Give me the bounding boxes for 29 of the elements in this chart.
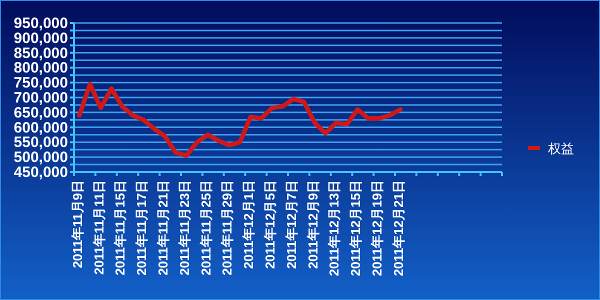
y-tick-label: 600,000 [14,119,68,136]
x-tick-label: 2011年12月19日 [369,180,384,276]
x-tick-label: 2011年11月15日 [112,180,128,276]
line-series [77,82,403,158]
x-tick-label: 2011年11月23日 [176,180,192,276]
y-tick-label: 550,000 [14,134,68,152]
y-tick-label: 800,000 [14,60,68,77]
x-tick-label: 2011年11月21日 [155,180,170,276]
y-tick-label: 850,000 [14,44,68,62]
legend-label: 权益 [547,141,574,156]
x-tick-label: 2011年12月5日 [262,180,278,269]
y-tick-label: 750,000 [14,74,68,92]
x-tick-label: 2011年12月13日 [326,180,342,276]
y-tick-label: 700,000 [14,90,68,106]
x-tick-label: 2011年12月21日 [390,180,406,276]
y-tick-label: 650,000 [14,104,68,122]
x-tick-label: 2011年11月9日 [70,180,85,268]
x-tick-label: 2011年12月7日 [284,180,299,269]
y-tick-label: 950,000 [14,15,68,32]
x-tick-label: 2011年11月17日 [134,180,150,276]
x-tick-label: 2011年12月15日 [348,180,364,276]
y-tick-label: 900,000 [14,30,68,47]
x-tick-label: 2011年12月1日 [241,180,256,269]
y-tick-label: 500,000 [14,149,68,166]
x-tick-label: 2011年11月25日 [198,180,214,276]
x-tick-label: 2011年11月29日 [220,180,235,276]
x-tick-label: 2011年12月9日 [305,180,320,269]
x-tick-label: 2011年11月11日 [91,180,106,275]
y-tick-label: 450,000 [14,164,68,181]
